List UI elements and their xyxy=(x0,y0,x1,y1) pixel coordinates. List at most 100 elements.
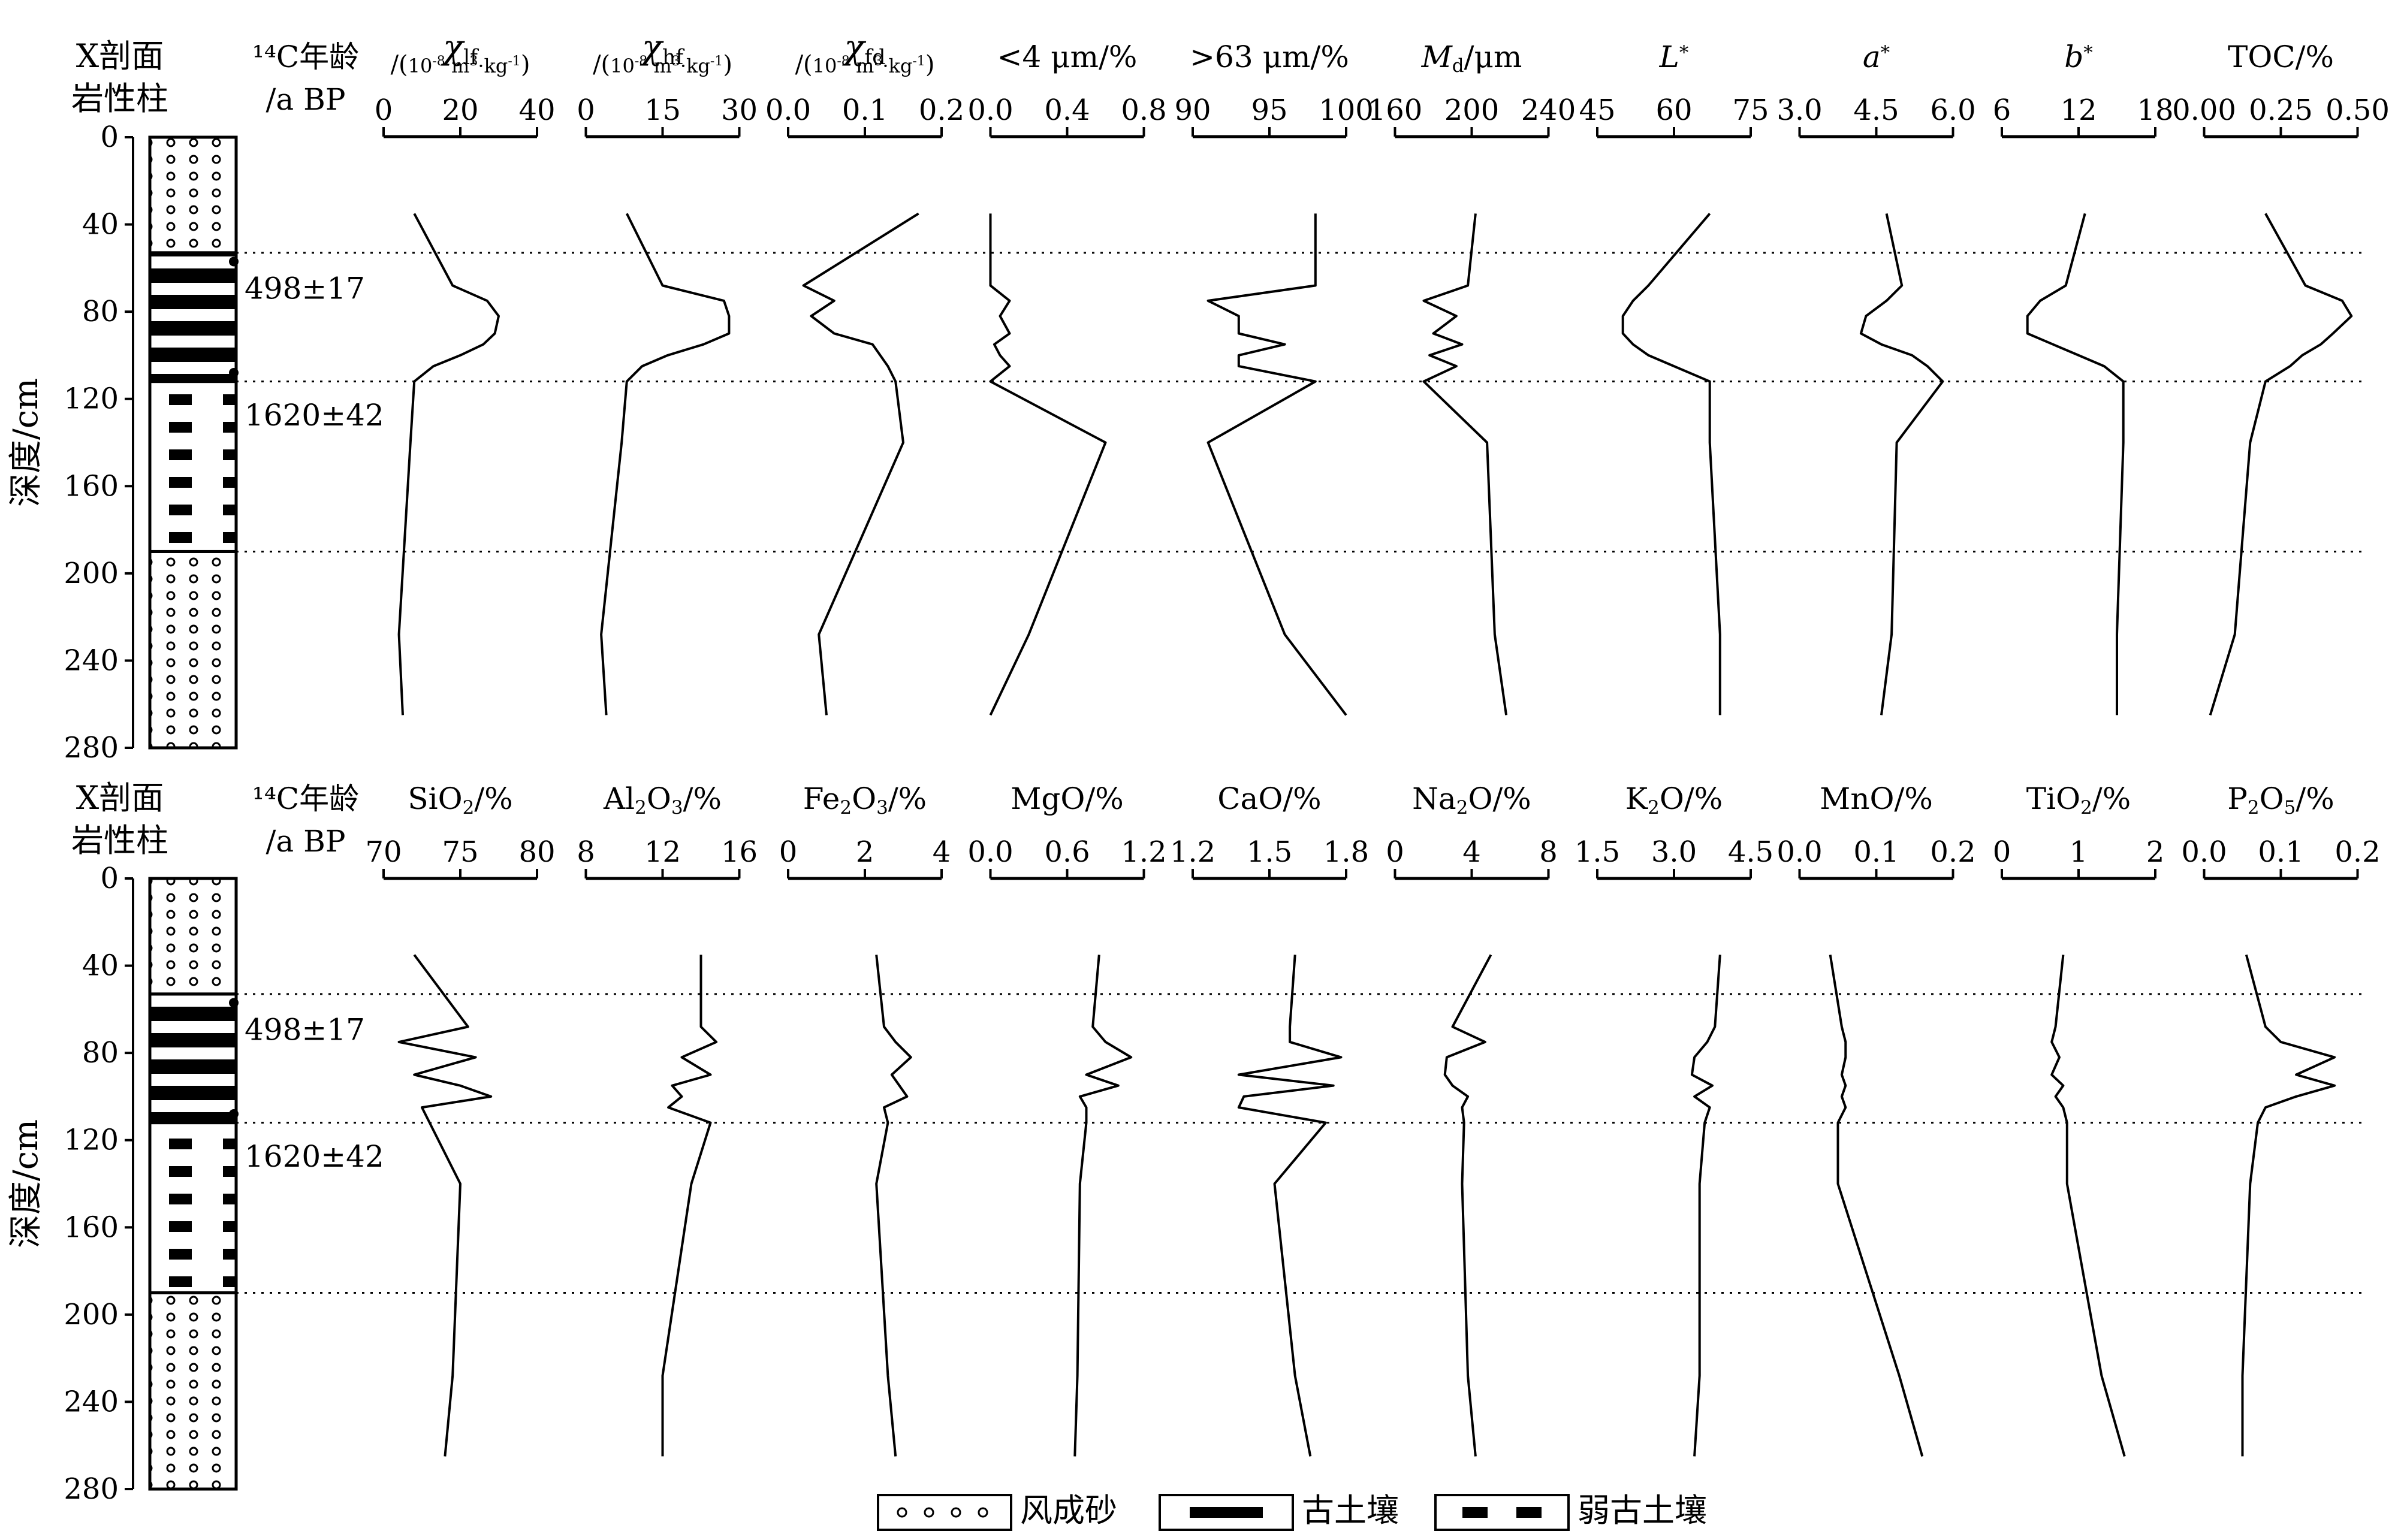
series-tick-label: 4 xyxy=(933,835,951,869)
depth-tick-label: 240 xyxy=(64,1385,119,1418)
series-unit-part: m xyxy=(445,55,470,77)
series-tick-label: 12 xyxy=(2060,93,2097,127)
lithology-unit-weak_paleosol xyxy=(148,380,238,553)
series-tick-label: 0.2 xyxy=(2334,835,2380,869)
legend-label-aeolian: 风成砂 xyxy=(1020,1491,1117,1529)
series-title: Na2O/% xyxy=(1412,781,1531,819)
lithology-unit-paleosol xyxy=(148,251,238,384)
series-line xyxy=(661,955,718,1457)
series-title-part: χ xyxy=(841,28,866,67)
series-column: 6 12 18 b* xyxy=(1993,40,2174,715)
series-unit-part: ) xyxy=(925,51,935,78)
legend: 风成砂 古土壤 弱古土壤 xyxy=(877,1491,1707,1531)
lithology-column-title: 岩性柱 xyxy=(71,80,168,117)
series-tick-label: 1.5 xyxy=(1247,835,1292,869)
series-title-part: Fe xyxy=(803,781,840,816)
legend-box-paleosol xyxy=(1159,1494,1294,1531)
series-line xyxy=(1443,954,1492,1457)
series-line xyxy=(1621,213,1721,715)
series-line xyxy=(2241,954,2336,1457)
series-unit-part: /( xyxy=(593,51,610,78)
series-title-part: P xyxy=(2227,781,2248,816)
series-unit-part: ·kg xyxy=(882,55,912,77)
depth-tick-label: 40 xyxy=(82,949,119,983)
series-tick-label: 0.8 xyxy=(1121,93,1166,127)
series-title-part: O/% xyxy=(1468,781,1531,816)
series-line xyxy=(989,213,1107,716)
series-tick-label: 0.0 xyxy=(2181,835,2227,869)
series-tick-label: 3.0 xyxy=(1776,93,1822,127)
series-tick-label: 4.5 xyxy=(1728,835,1773,869)
series-tick-label: 16 xyxy=(721,835,758,869)
series-line xyxy=(875,955,912,1457)
series-unit-part: ) xyxy=(521,51,530,78)
series-tick-label: 0.25 xyxy=(2249,93,2313,127)
series-unit: /(10-8 m3·kg-1) xyxy=(593,51,732,78)
legend-sand-dot xyxy=(924,1507,934,1518)
series-tick-label: 0.6 xyxy=(1044,835,1090,869)
series-tick-label: 0.1 xyxy=(842,93,888,127)
series-title-part: L xyxy=(1659,40,1679,74)
series-title: TOC/% xyxy=(2228,40,2334,74)
lithology-unit-weak_paleosol xyxy=(148,1121,238,1294)
lithology-unit-paleosol xyxy=(148,992,238,1125)
series-title-part: M xyxy=(1421,40,1453,74)
depth-tick-label: 200 xyxy=(64,557,119,590)
lithology-unit-aeolian xyxy=(148,549,238,750)
series-title-part: 2 xyxy=(2248,797,2260,819)
series-tick-label: 0.0 xyxy=(967,835,1013,869)
series-tick-label: 0.0 xyxy=(765,93,811,127)
series-tick-label: 0.1 xyxy=(2258,835,2303,869)
depth-tick-label: 120 xyxy=(64,1124,119,1157)
series-title-part: 2 xyxy=(2080,797,2092,819)
legend-box-weak-paleosol xyxy=(1434,1494,1570,1531)
series-title: <4 μm/% xyxy=(997,40,1138,74)
series-unit-part: -8 xyxy=(432,54,445,69)
series-title: L* xyxy=(1659,40,1689,74)
series-tick-label: 75 xyxy=(442,835,478,869)
series-title-part: <4 μm/% xyxy=(997,40,1138,74)
series-unit-part: /( xyxy=(795,51,813,78)
series-column: 0.0 0.6 1.2 MgO/% xyxy=(967,781,1167,1457)
series-tick-label: 160 xyxy=(1368,93,1423,127)
series-title-part: Al xyxy=(603,781,635,816)
depth-tick-label: 0 xyxy=(100,862,119,895)
lithology-unit-aeolian xyxy=(148,135,238,255)
series-title-part: 3 xyxy=(876,797,888,819)
series-tick-label: 15 xyxy=(644,93,681,127)
series-tick-label: 6 xyxy=(1993,93,2011,127)
age-unit-label: /a BP xyxy=(266,824,346,859)
series-unit-part: ·kg xyxy=(680,55,710,77)
series-tick-label: 0.2 xyxy=(1930,835,1975,869)
depth-tick-label: 120 xyxy=(64,382,119,416)
series-tick-label: 80 xyxy=(518,835,555,869)
age-sample-dot xyxy=(229,998,239,1008)
series-column: 0.0 0.1 0.2 MnO/% xyxy=(1776,781,1976,1457)
series-title-part: SiO xyxy=(408,781,462,816)
series-unit-part: 3 xyxy=(469,54,478,69)
depth-tick-label: 200 xyxy=(64,1298,119,1331)
series-tick-label: 6.0 xyxy=(1930,93,1975,127)
c14-age-title: ¹⁴C年龄 xyxy=(252,781,359,816)
series-title: TiO2/% xyxy=(2026,781,2131,819)
series-line xyxy=(1237,955,1343,1457)
series-line xyxy=(2026,213,2125,715)
series-tick-label: 0.4 xyxy=(1044,93,1090,127)
series-title-part: MgO/% xyxy=(1011,781,1124,816)
series-title: χhf xyxy=(640,28,684,70)
age-label-2: 1620±42 xyxy=(245,398,384,433)
series-title: CaO/% xyxy=(1217,781,1321,816)
series-title-part: 2 xyxy=(840,797,852,819)
series-title: b* xyxy=(2064,40,2093,74)
series-tick-label: 240 xyxy=(1521,93,1576,127)
series-title-part: O xyxy=(2260,781,2284,816)
series-line xyxy=(1859,213,1944,715)
series-title: a* xyxy=(1863,40,1890,74)
legend-sand-dot xyxy=(897,1507,907,1518)
series-tick-label: 8 xyxy=(1539,835,1558,869)
